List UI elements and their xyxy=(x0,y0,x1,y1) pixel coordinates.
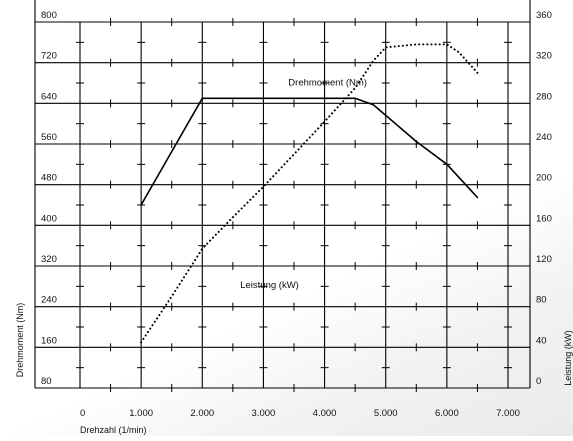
y-right-tick-label: 80 xyxy=(536,295,547,306)
x-tick-label: 5.000 xyxy=(374,408,398,419)
y-left-tick-label: 560 xyxy=(41,132,57,143)
y-left-tick-label: 320 xyxy=(41,254,57,265)
y-right-tick-label: 120 xyxy=(536,254,552,265)
y-left-tick-label: 400 xyxy=(41,213,57,224)
y-left-tick-label: 640 xyxy=(41,91,57,102)
x-tick-label: 3.000 xyxy=(252,408,276,419)
power-series-line xyxy=(140,43,479,344)
y-left-tick-label: 160 xyxy=(41,335,57,346)
x-tick-label: 0 xyxy=(80,408,85,419)
y-right-tick-label: 200 xyxy=(536,173,552,184)
power-series-label: Leistung (kW) xyxy=(240,280,299,291)
y-right-axis-title: Leistung (kW) xyxy=(563,330,573,386)
y-right-tick-label: 0 xyxy=(536,376,541,387)
torque-series-label: Drehmoment (Nm) xyxy=(288,78,367,89)
y-left-tick-label: 480 xyxy=(41,173,57,184)
x-tick-label: 6.000 xyxy=(435,408,459,419)
y-right-tick-label: 280 xyxy=(536,91,552,102)
y-left-tick-label: 800 xyxy=(41,10,57,21)
y-left-tick-label: 720 xyxy=(41,51,57,62)
y-right-tick-label: 320 xyxy=(536,51,552,62)
y-left-tick-label: 240 xyxy=(41,295,57,306)
y-left-axis-title: Drehmoment (Nm) xyxy=(15,303,25,378)
x-tick-label: 1.000 xyxy=(129,408,153,419)
x-axis-title: Drehzahl (1/min) xyxy=(80,425,147,435)
y-left-tick-label: 80 xyxy=(41,376,52,387)
torque-series-line xyxy=(140,97,479,206)
x-tick-label: 4.000 xyxy=(313,408,337,419)
x-tick-label: 2.000 xyxy=(190,408,214,419)
y-right-tick-label: 240 xyxy=(536,132,552,143)
y-right-tick-label: 360 xyxy=(536,10,552,21)
y-right-tick-label: 160 xyxy=(536,213,552,224)
x-tick-label: 7.000 xyxy=(496,408,520,419)
y-right-tick-label: 40 xyxy=(536,335,547,346)
